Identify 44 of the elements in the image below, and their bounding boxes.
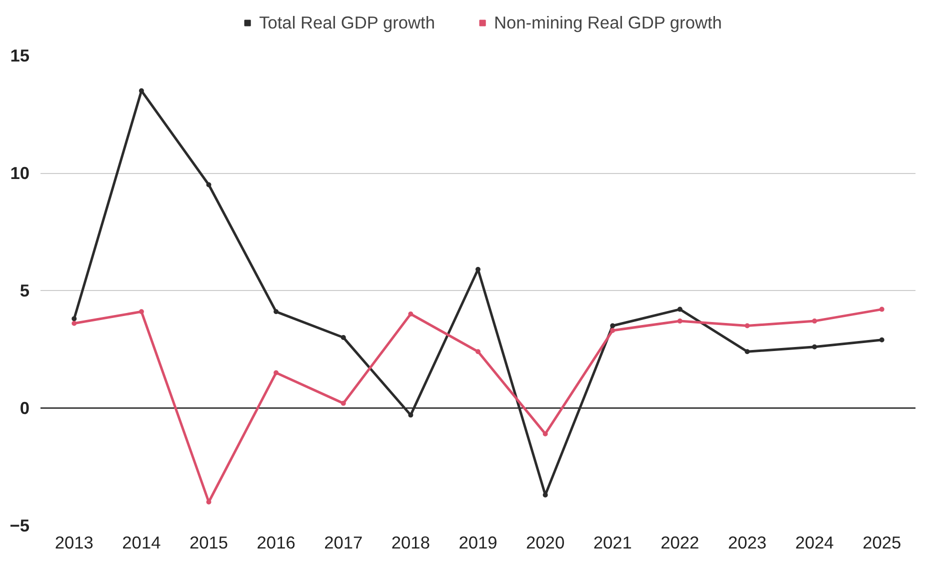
point bbox=[677, 318, 682, 324]
point bbox=[408, 412, 414, 418]
y-tick-label: −5 bbox=[10, 516, 30, 536]
legend-label: Total Real GDP growth bbox=[259, 12, 435, 33]
point bbox=[610, 323, 616, 328]
x-tick-label: 2013 bbox=[54, 532, 94, 552]
point bbox=[879, 306, 884, 312]
point bbox=[72, 320, 77, 326]
point bbox=[812, 344, 818, 350]
point bbox=[340, 400, 346, 406]
point bbox=[274, 370, 279, 376]
point bbox=[879, 337, 884, 342]
point bbox=[812, 318, 818, 324]
x-tick-label: 2016 bbox=[256, 532, 296, 552]
point bbox=[542, 431, 548, 436]
point bbox=[476, 266, 480, 272]
x-tick-label: 2022 bbox=[660, 532, 700, 552]
point bbox=[744, 323, 750, 328]
y-tick-label: 0 bbox=[20, 398, 30, 418]
point bbox=[274, 309, 279, 314]
y-tick-label: 5 bbox=[20, 280, 30, 300]
x-tick-label: 2023 bbox=[728, 532, 767, 552]
x-tick-label: 2014 bbox=[122, 532, 162, 552]
x-tick-label: 2015 bbox=[189, 532, 228, 552]
point bbox=[408, 312, 414, 316]
x-tick-label: 2019 bbox=[458, 532, 498, 552]
x-tick-label: 2018 bbox=[391, 532, 430, 552]
x-tick-label: 2025 bbox=[862, 532, 902, 552]
x-tick-label: 2021 bbox=[593, 532, 632, 552]
point bbox=[72, 316, 77, 322]
x-tick-label: 2017 bbox=[324, 532, 363, 552]
y-tick-label: 15 bbox=[10, 46, 30, 66]
x-tick-label: 2024 bbox=[795, 532, 834, 552]
y-tick-label: 10 bbox=[10, 163, 30, 183]
point bbox=[610, 328, 616, 333]
point bbox=[677, 306, 682, 312]
legend-label: Non-mining Real GDP growth bbox=[494, 12, 722, 33]
point bbox=[340, 335, 346, 340]
point bbox=[744, 349, 750, 354]
point bbox=[476, 349, 480, 354]
point bbox=[138, 309, 144, 314]
x-tick-label: 2020 bbox=[526, 532, 565, 552]
point bbox=[206, 500, 212, 504]
point bbox=[206, 182, 212, 188]
